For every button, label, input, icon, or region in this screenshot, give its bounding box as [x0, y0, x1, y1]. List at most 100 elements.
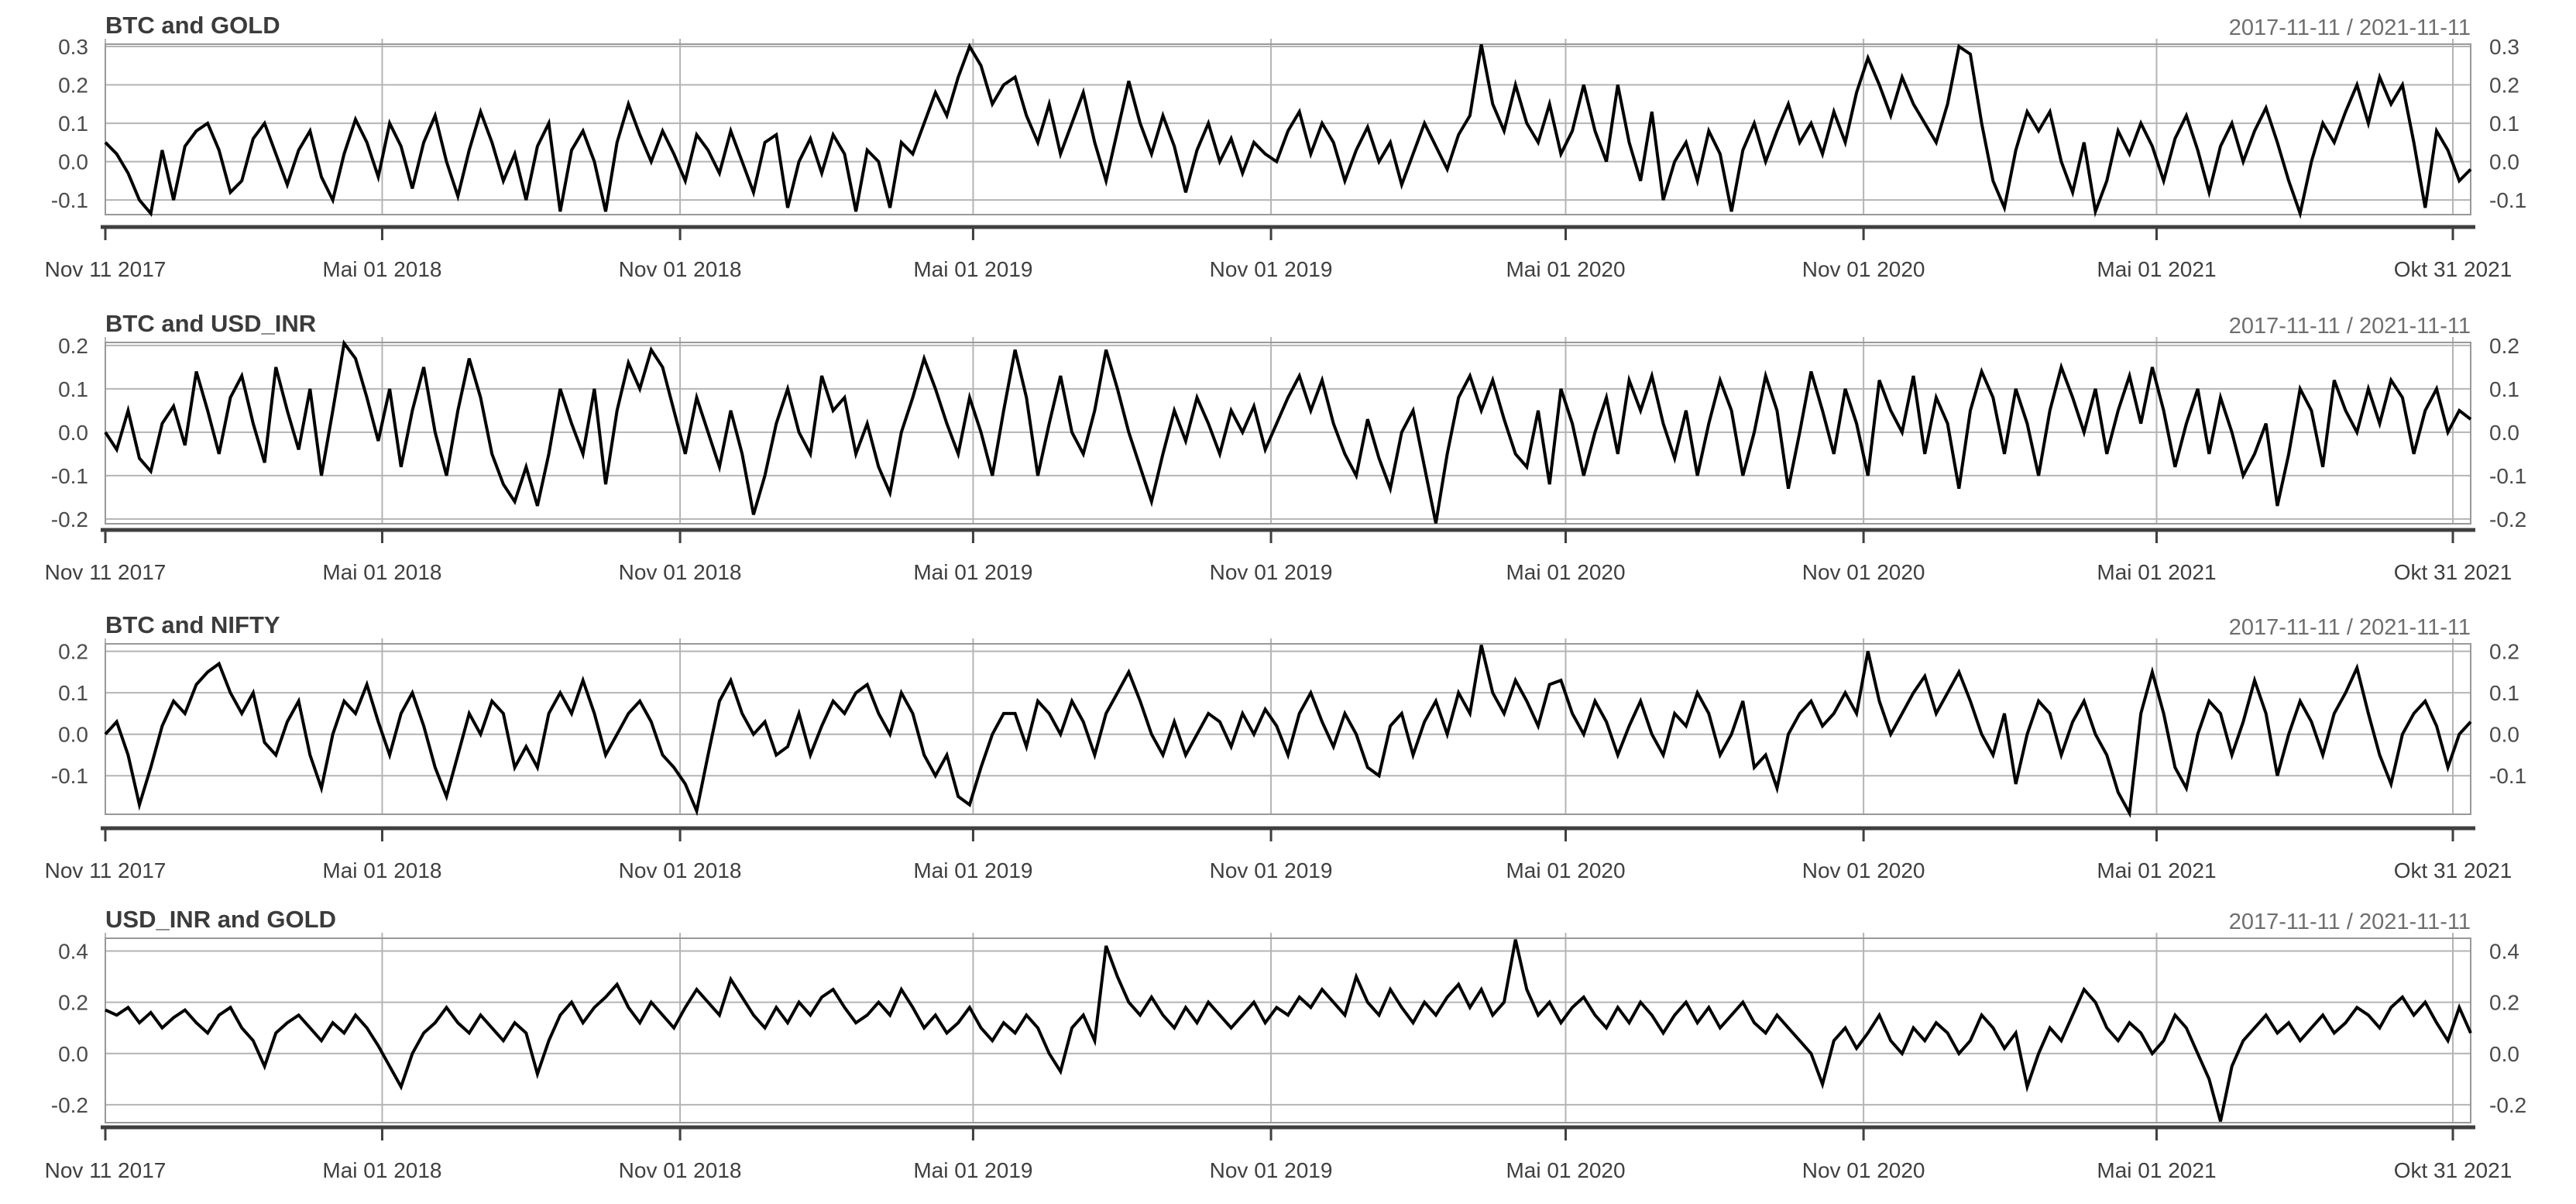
y-tick-label: 0.2 — [2489, 334, 2519, 358]
x-tick-label: Nov 01 2020 — [1802, 560, 1925, 584]
y-tick-label: 0.2 — [58, 991, 88, 1015]
y-tick-label: 0.0 — [58, 723, 88, 747]
panel-title: BTC and NIFTY — [105, 611, 280, 638]
panel-period-label: 2017-11-11 / 2021-11-11 — [2229, 615, 2471, 640]
plot-box — [105, 643, 2471, 815]
y-tick-label: -0.2 — [2489, 1093, 2526, 1117]
y-axis-labels-left: -0.1 0.0 0.1 0.2 — [51, 640, 88, 789]
horizontal-gridlines — [105, 45, 2471, 201]
x-tick-label: Mai 01 2020 — [1506, 858, 1625, 882]
x-tick-label: Mai 01 2018 — [322, 257, 441, 281]
y-tick-label: 0.0 — [2489, 1042, 2519, 1066]
y-tick-label: -0.2 — [51, 1093, 88, 1117]
x-axis-labels: Nov 11 2017 Mai 01 2018 Nov 01 2018 Mai 01 … — [45, 257, 2512, 281]
horizontal-gridlines — [105, 950, 2471, 1106]
y-tick-label: -0.2 — [51, 507, 88, 531]
x-tick-label: Nov 01 2019 — [1210, 257, 1333, 281]
y-tick-label: 0.0 — [2489, 421, 2519, 445]
x-tick-label: Mai 01 2021 — [2097, 858, 2216, 882]
x-tick-label: Okt 31 2021 — [2394, 1158, 2512, 1182]
x-tick-label: Mai 01 2018 — [322, 560, 441, 584]
panel-title: USD_INR and GOLD — [105, 906, 336, 933]
y-tick-label: 0.4 — [2489, 940, 2519, 964]
x-axis — [101, 826, 2475, 841]
x-tick-label: Nov 01 2018 — [619, 560, 742, 584]
y-tick-label: 0.1 — [2489, 112, 2519, 136]
x-tick-label: Okt 31 2021 — [2394, 858, 2512, 882]
x-axis — [101, 1125, 2475, 1140]
y-tick-label: -0.1 — [2489, 464, 2526, 488]
panel-period-label: 2017-11-11 / 2021-11-11 — [2229, 15, 2471, 40]
vertical-gridlines — [105, 39, 2454, 215]
vertical-gridlines — [105, 337, 2454, 524]
x-tick-label: Nov 01 2020 — [1802, 858, 1925, 882]
x-tick-label: Nov 01 2018 — [619, 858, 742, 882]
x-tick-label: Mai 01 2020 — [1506, 257, 1625, 281]
x-tick-label: Nov 01 2018 — [619, 1158, 742, 1182]
x-tick-label: Mai 01 2019 — [913, 1158, 1032, 1182]
x-tick-label: Mai 01 2021 — [2097, 560, 2216, 584]
panel-btc-and-nifty: -0.1 0.0 0.1 0.2 -0.1 0.0 0.1 0.2 BTC and NIFTY 2… — [45, 611, 2527, 882]
x-tick-label: Mai 01 2020 — [1506, 1158, 1625, 1182]
vertical-gridlines — [105, 933, 2454, 1123]
y-tick-label: 0.2 — [58, 74, 88, 98]
y-tick-label: -0.1 — [51, 464, 88, 488]
y-axis-labels-left: -0.2 -0.1 0.0 0.1 0.2 — [51, 334, 88, 531]
x-axis — [101, 528, 2475, 543]
x-tick-label: Nov 01 2020 — [1802, 1158, 1925, 1182]
y-tick-label: 0.0 — [58, 150, 88, 174]
y-tick-label: 0.1 — [58, 681, 88, 705]
y-axis-labels-right: -0.2 -0.1 0.0 0.1 0.2 — [2489, 334, 2526, 531]
y-axis-labels-left: -0.1 0.0 0.1 0.2 0.3 — [51, 35, 88, 212]
y-tick-label: 0.0 — [2489, 723, 2519, 747]
x-axis — [101, 225, 2475, 240]
x-axis-labels: Nov 11 2017 Mai 01 2018 Nov 01 2018 Mai 01 … — [45, 560, 2512, 584]
y-tick-label: 0.2 — [2489, 991, 2519, 1015]
y-tick-label: 0.1 — [58, 112, 88, 136]
y-tick-label: -0.1 — [2489, 188, 2526, 212]
y-tick-label: 0.0 — [58, 421, 88, 445]
panel-period-label: 2017-11-11 / 2021-11-11 — [2229, 314, 2471, 339]
y-tick-label: 0.0 — [2489, 150, 2519, 174]
panel-btc-and-usd-inr: -0.2 -0.1 0.0 0.1 0.2 -0.2 -0.1 0.0 0.1 0.2 BTC an… — [45, 310, 2527, 584]
y-tick-label: 0.3 — [2489, 35, 2519, 59]
series-line — [105, 939, 2472, 1122]
x-tick-label: Okt 31 2021 — [2394, 560, 2512, 584]
x-tick-label: Nov 01 2018 — [619, 257, 742, 281]
y-tick-label: -0.1 — [51, 764, 88, 788]
y-axis-labels-right: -0.1 0.0 0.1 0.2 0.3 — [2489, 35, 2526, 212]
x-tick-label: Okt 31 2021 — [2394, 257, 2512, 281]
x-tick-label: Mai 01 2021 — [2097, 257, 2216, 281]
y-tick-label: -0.1 — [2489, 764, 2526, 788]
plot-box — [105, 342, 2471, 525]
panel-btc-and-gold: -0.1 0.0 0.1 0.2 0.3 -0.1 0.0 0.1 0.2 0.3 BTC and … — [45, 12, 2527, 281]
series-line — [104, 339, 2472, 524]
y-tick-label: 0.4 — [58, 940, 88, 964]
x-tick-label: Mai 01 2021 — [2097, 1158, 2216, 1182]
vertical-gridlines — [105, 638, 2454, 814]
y-axis-labels-right: -0.2 0.0 0.2 0.4 — [2489, 940, 2526, 1117]
series-line — [104, 43, 2472, 219]
x-tick-label: Nov 11 2017 — [45, 257, 167, 281]
horizontal-gridlines — [105, 344, 2471, 520]
y-tick-label: 0.1 — [2489, 681, 2519, 705]
x-axis-labels: Nov 11 2017 Mai 01 2018 Nov 01 2018 Mai 01 … — [45, 1158, 2512, 1182]
series-line — [104, 645, 2472, 818]
x-tick-label: Mai 01 2018 — [322, 1158, 441, 1182]
y-tick-label: 0.2 — [2489, 74, 2519, 98]
plot-box — [105, 43, 2471, 215]
x-tick-label: Nov 11 2017 — [45, 1158, 167, 1182]
y-tick-label: -0.1 — [51, 188, 88, 212]
x-axis-labels: Nov 11 2017 Mai 01 2018 Nov 01 2018 Mai 01 … — [45, 858, 2512, 882]
x-tick-label: Mai 01 2019 — [913, 858, 1032, 882]
y-tick-label: 0.2 — [2489, 640, 2519, 664]
y-tick-label: 0.3 — [58, 35, 88, 59]
x-tick-label: Nov 01 2019 — [1210, 1158, 1333, 1182]
y-tick-label: 0.2 — [58, 334, 88, 358]
y-axis-labels-left: -0.2 0.0 0.2 0.4 — [51, 940, 88, 1117]
y-tick-label: 0.1 — [2489, 377, 2519, 401]
panel-title: BTC and GOLD — [105, 12, 280, 39]
y-tick-label: 0.0 — [58, 1042, 88, 1066]
